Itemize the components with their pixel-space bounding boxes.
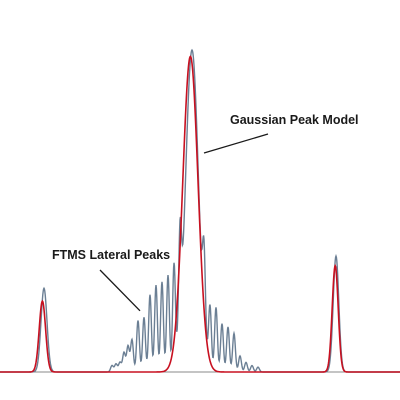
ftms-annotation-label: FTMS Lateral Peaks (52, 248, 170, 262)
gaussian-model-line (0, 55, 400, 373)
ftms-annotation-line (99, 269, 141, 312)
gaussian-annotation-label: Gaussian Peak Model (230, 113, 359, 127)
gaussian-annotation-line (203, 133, 269, 154)
